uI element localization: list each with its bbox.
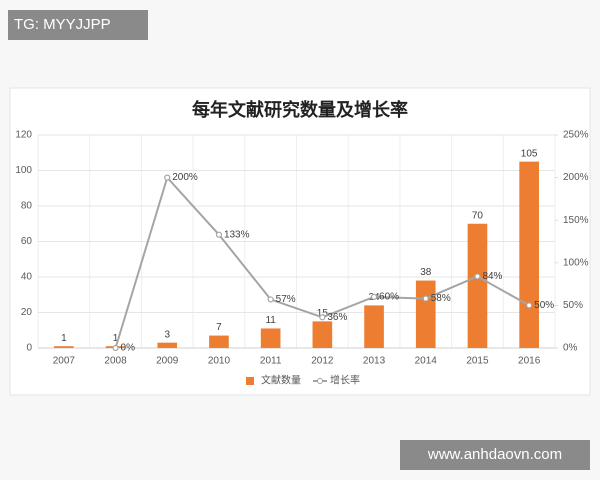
chart-title: 每年文献研究数量及增长率 [192,99,408,120]
data-label: 84% [482,271,502,282]
data-label: 50% [534,300,554,311]
data-label: 60% [379,292,399,303]
bar [519,161,539,348]
data-label: 1 [113,333,119,344]
line-marker [474,273,481,280]
y2-tick-label: 150% [563,215,589,226]
x-tick-label: 2010 [208,356,231,367]
legend-swatch [246,377,254,385]
line-marker [215,231,223,238]
x-tick-label: 2011 [260,356,282,367]
data-label: 38 [420,267,432,278]
watermark: www.anhdaovn.com [427,446,562,463]
legend-label: 文献数量 [261,374,301,387]
legend-label: 增长率 [330,374,360,387]
bar [54,346,74,348]
bar [260,328,281,348]
y2-tick-label: 200% [563,172,589,183]
data-label: 57% [276,294,296,305]
bar [209,335,229,348]
data-label: 133% [224,229,250,240]
data-label: 36% [327,312,347,323]
data-label: 7 [216,322,222,333]
legend-swatch [317,378,323,384]
y2-tick-label: 0% [563,343,578,354]
data-label: 3 [164,329,170,340]
x-tick-label: 2012 [311,356,334,367]
y-tick-label: 20 [21,307,33,318]
y-tick-label: 120 [15,130,32,141]
line-marker [370,293,378,300]
line-marker [319,314,326,321]
y-tick-label: 40 [21,272,33,283]
data-label: 58% [431,293,451,304]
line-marker [422,295,429,302]
y2-tick-label: 50% [563,300,583,311]
bar [415,280,436,348]
y2-tick-label: 100% [563,257,589,268]
x-tick-label: 2013 [363,356,386,367]
y-tick-label: 100 [15,165,32,176]
data-label: 1 [61,333,67,344]
y2-tick-label: 250% [563,130,589,141]
watermark-box [8,10,148,40]
x-tick-label: 2014 [415,356,438,367]
data-label: 15 [317,308,329,319]
bar [364,305,384,348]
y-tick-label: 0 [26,343,32,354]
bar [312,321,333,348]
bar [157,342,178,348]
watermark-box [400,440,590,470]
x-tick-label: 2015 [466,356,489,367]
x-tick-label: 2016 [518,356,541,367]
data-label: 200% [172,172,198,183]
data-label: 105 [521,148,538,159]
line-marker [526,302,533,309]
bar [467,223,488,348]
x-tick-label: 2008 [104,356,127,367]
data-label: 70 [472,210,484,221]
data-label: 11 [265,315,276,326]
y-tick-label: 60 [21,236,33,247]
line-marker [112,344,119,352]
y-tick-label: 80 [21,201,33,212]
watermark: TG: MYYJJPP [14,16,111,33]
data-label: 0% [121,343,136,354]
x-tick-label: 2007 [53,356,76,367]
line-marker [164,174,171,181]
line-marker [267,296,274,303]
x-tick-label: 2009 [156,356,179,367]
